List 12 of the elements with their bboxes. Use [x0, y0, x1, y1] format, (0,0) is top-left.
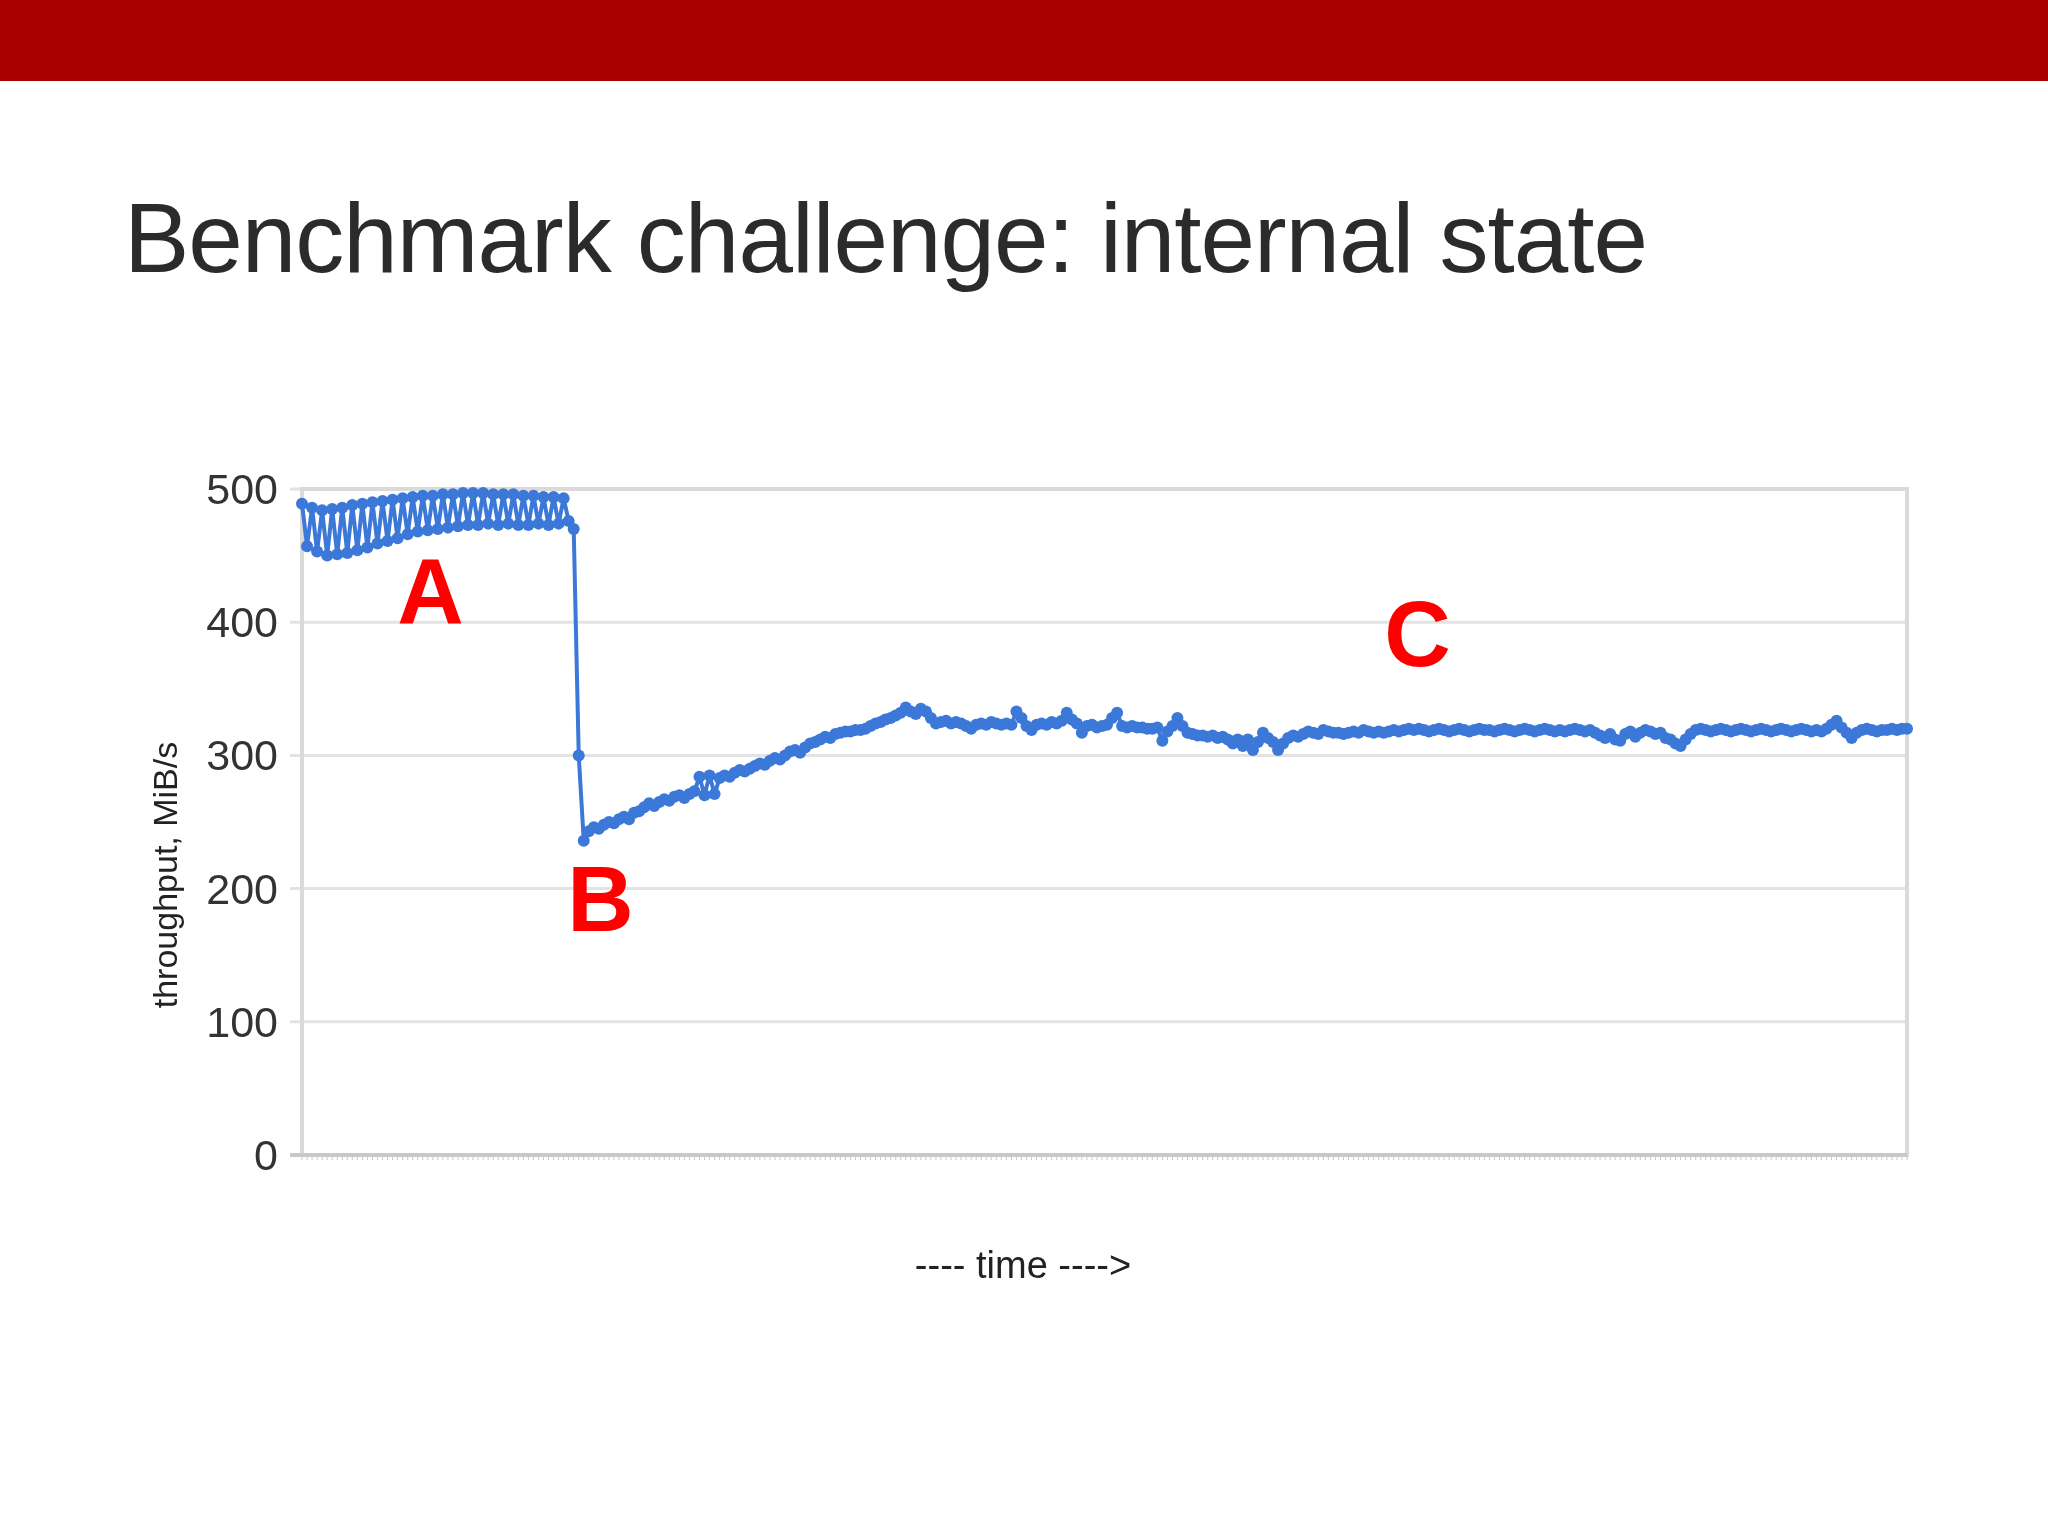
- y-tick-label: 400: [206, 598, 278, 647]
- annotation: B: [567, 848, 634, 951]
- y-tick-label: 100: [206, 997, 278, 1046]
- annotation: C: [1384, 583, 1451, 686]
- annotation: A: [397, 539, 464, 642]
- y-tick-label: 0: [254, 1131, 278, 1179]
- x-axis-title: ---- time ---->: [914, 1244, 1132, 1286]
- y-tick-label: 200: [206, 864, 278, 913]
- chart-title: Benchmark challenge: internal state: [124, 183, 1647, 293]
- y-tick-label: 500: [206, 465, 278, 513]
- y-tick-label: 300: [206, 731, 278, 780]
- y-axis-title: throughput, MiB/s: [146, 741, 184, 1009]
